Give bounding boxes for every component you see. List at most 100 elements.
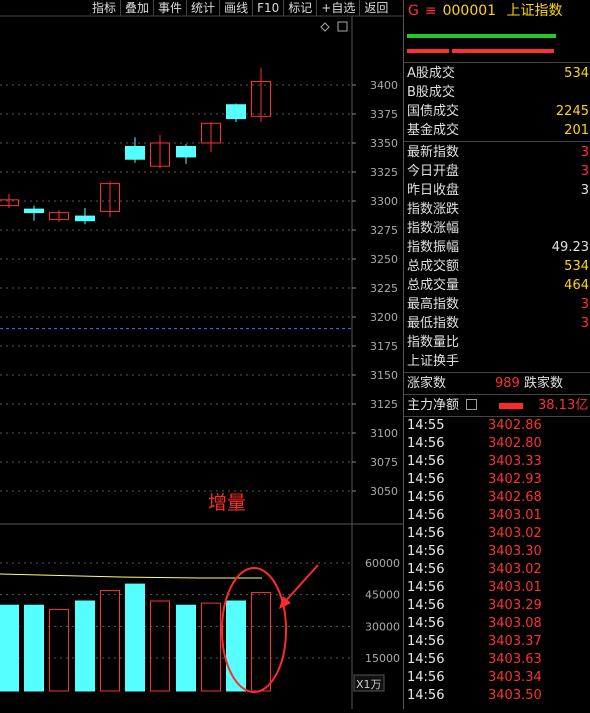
flow-value: 38.13亿 xyxy=(538,398,589,413)
tick-time: 14:56 xyxy=(407,490,445,505)
divider xyxy=(404,416,590,417)
highlight-ellipse xyxy=(221,567,287,693)
stat-row: 指数量比 xyxy=(404,333,590,352)
volume-bar xyxy=(24,604,44,692)
stat-label: 指数涨跌 xyxy=(407,202,460,217)
toolbar-button[interactable]: 画线 xyxy=(219,0,252,16)
diamond-icon xyxy=(320,22,330,32)
chart-svg[interactable]: 3400 3375 3350 3325 3300 3275 3250 3225 3200 3175… xyxy=(0,0,403,709)
volume-unit-box xyxy=(353,674,385,692)
candle-body xyxy=(125,145,145,160)
list-icon[interactable] xyxy=(466,399,477,410)
toolbar-button[interactable]: 标记 xyxy=(283,0,316,16)
stat-row: 国债成交 2245 xyxy=(404,102,590,121)
stat-value: 534 xyxy=(564,66,589,81)
price-tick-label: 3275 xyxy=(370,224,398,237)
stat-row: 总成交量 464 xyxy=(404,276,590,295)
stat-label: 今日开盘 xyxy=(407,164,460,179)
stat-label: A股成交 xyxy=(407,66,455,81)
candle-body xyxy=(75,215,95,222)
toolbar-button[interactable]: F10 xyxy=(252,0,283,16)
stat-row: 昨日收盘 3 xyxy=(404,181,590,200)
tick-time: 14:56 xyxy=(407,688,445,703)
stat-label: 国债成交 xyxy=(407,104,460,119)
tick-price: 3403.30 xyxy=(488,544,542,559)
candle-body xyxy=(150,142,170,167)
panel-title: G ≡ 000001 上证指数 xyxy=(404,0,590,22)
stat-row: B股成交 xyxy=(404,83,590,102)
ratio-bar-red-1 xyxy=(407,49,449,53)
volume-annotation: 增量 xyxy=(208,492,247,514)
menu-icon[interactable]: ≡ xyxy=(424,3,437,19)
toolbar-button[interactable]: 叠加 xyxy=(120,0,153,16)
group-icon[interactable]: G xyxy=(408,3,419,19)
divider xyxy=(404,394,590,395)
volume-bar xyxy=(0,604,19,692)
volume-bar xyxy=(75,600,95,692)
index-stats: 最新指数 3 今日开盘 3 昨日收盘 3 指数涨跌 指数涨幅 指数振幅 49.23 总成交额 534 总… xyxy=(404,143,590,371)
tick-price: 3403.34 xyxy=(488,670,542,685)
tick-row: 14:56 3403.33 xyxy=(404,453,590,471)
price-tick-label: 3375 xyxy=(370,108,398,121)
kline-chart[interactable]: 3400 3375 3350 3325 3300 3275 3250 3225 3200 3175… xyxy=(0,0,403,709)
tick-price: 3403.02 xyxy=(488,562,542,577)
stat-label: 最低指数 xyxy=(407,316,460,331)
tick-row: 14:56 3403.02 xyxy=(404,525,590,543)
tick-row: 14:56 3403.37 xyxy=(404,633,590,651)
rise-label: 涨家数 xyxy=(407,376,447,391)
stat-label: 总成交额 xyxy=(407,259,460,274)
volume-bar xyxy=(150,600,170,692)
divider xyxy=(404,372,590,373)
tick-time: 14:56 xyxy=(407,562,445,577)
toolbar-button[interactable]: 统计 xyxy=(186,0,219,16)
tick-time: 14:56 xyxy=(407,508,445,523)
stat-label: 指数涨幅 xyxy=(407,221,460,236)
tick-row: 14:56 3403.50 xyxy=(404,687,590,705)
stat-row: 最高指数 3 xyxy=(404,295,590,314)
price-tick-label: 3200 xyxy=(370,311,398,324)
volume-bar xyxy=(100,589,120,692)
tick-list[interactable]: 14:55 3402.86 14:56 3402.80 14:56 3403.33 14:5… xyxy=(404,417,590,705)
toolbar-button[interactable]: 返回 xyxy=(359,0,392,16)
volume-bar xyxy=(49,608,69,692)
toolbar-button[interactable]: 事件 xyxy=(153,0,186,16)
tick-time: 14:55 xyxy=(407,418,445,433)
tick-price: 3403.01 xyxy=(488,580,542,595)
candle-body xyxy=(24,208,44,214)
stat-label: 最高指数 xyxy=(407,297,460,312)
tick-price: 3402.80 xyxy=(488,436,542,451)
arrow-head xyxy=(279,596,291,609)
breadth-row: 涨家数 989 跌家数 xyxy=(404,374,590,393)
stat-label: 上证换手 xyxy=(407,354,460,369)
tick-time: 14:56 xyxy=(407,634,445,649)
volume-tick-label: 30000 xyxy=(365,620,400,633)
tick-row: 14:56 3403.63 xyxy=(404,651,590,669)
turnover-stats: A股成交 534 B股成交 国债成交 2245 基金成交 201 xyxy=(404,64,590,140)
toolbar-button[interactable]: +自选 xyxy=(316,0,359,16)
volume-tick-label: 60000 xyxy=(365,557,400,570)
price-tick-label: 3150 xyxy=(370,369,398,382)
tick-price: 3403.01 xyxy=(488,508,542,523)
index-code: 000001 xyxy=(442,3,497,19)
tick-time: 14:56 xyxy=(407,526,445,541)
tick-row: 14:56 3402.93 xyxy=(404,471,590,489)
flow-row: 主力净额 38.13亿 xyxy=(404,396,590,415)
stat-row: A股成交 534 xyxy=(404,64,590,83)
tick-row: 14:56 3402.68 xyxy=(404,489,590,507)
tick-row: 14:56 3403.29 xyxy=(404,597,590,615)
divider xyxy=(404,141,590,142)
tick-time: 14:56 xyxy=(407,436,445,451)
window-icon xyxy=(337,21,348,32)
volume-tick-label: 15000 xyxy=(365,652,400,665)
price-tick-label: 3050 xyxy=(370,485,398,498)
candle-body xyxy=(251,81,271,117)
candle-body xyxy=(49,212,69,221)
price-tick-label: 3325 xyxy=(370,166,398,179)
fall-label: 跌家数 xyxy=(524,376,564,391)
volume-ma-line xyxy=(0,573,262,579)
tick-time: 14:56 xyxy=(407,616,445,631)
toolbar-button[interactable]: 指标 xyxy=(92,1,117,15)
quote-panel: G ≡ 000001 上证指数 A股成交 534 B股成交 国债成交 2245 基金成交 201… xyxy=(403,0,590,709)
stat-label: 总成交量 xyxy=(407,278,460,293)
tick-time: 14:56 xyxy=(407,598,445,613)
